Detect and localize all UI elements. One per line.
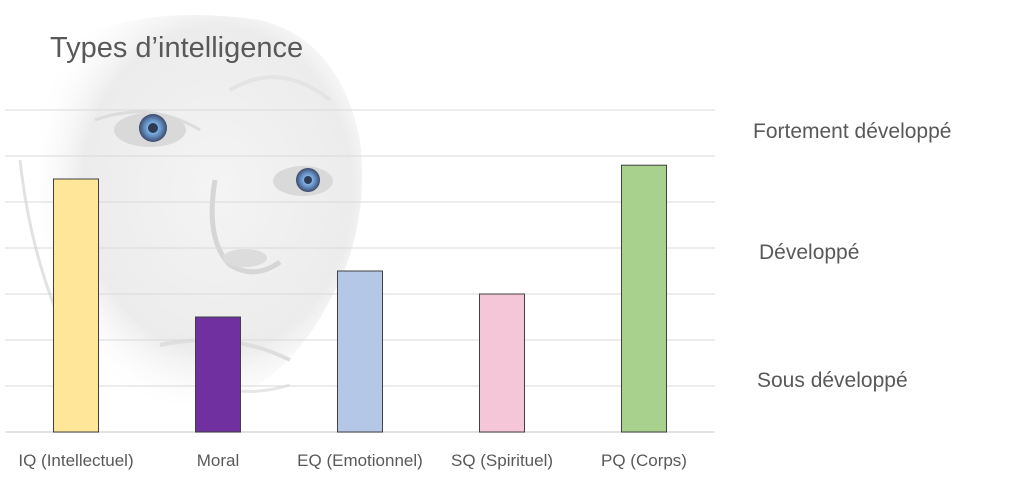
bars xyxy=(53,164,667,433)
bar xyxy=(53,178,99,433)
x-tick-labels: IQ (Intellectuel) Moral EQ (Emotionnel) SQ … xyxy=(18,451,687,470)
bar xyxy=(337,270,383,433)
x-tick-label: IQ (Intellectuel) xyxy=(18,451,133,470)
level-label-low: Sous développé xyxy=(757,369,908,392)
level-label-high: Fortement développé xyxy=(753,120,952,143)
x-tick-label: PQ (Corps) xyxy=(601,451,687,470)
chart-title: Types d’intelligence xyxy=(50,32,303,64)
bar xyxy=(195,316,241,433)
robot-face-image xyxy=(18,15,362,403)
bar xyxy=(621,164,667,433)
x-tick-label: Moral xyxy=(197,451,240,470)
level-label-mid: Développé xyxy=(759,241,860,264)
x-tick-label: EQ (Emotionnel) xyxy=(297,451,423,470)
x-tick-label: SQ (Spirituel) xyxy=(451,451,553,470)
bar xyxy=(479,293,525,433)
